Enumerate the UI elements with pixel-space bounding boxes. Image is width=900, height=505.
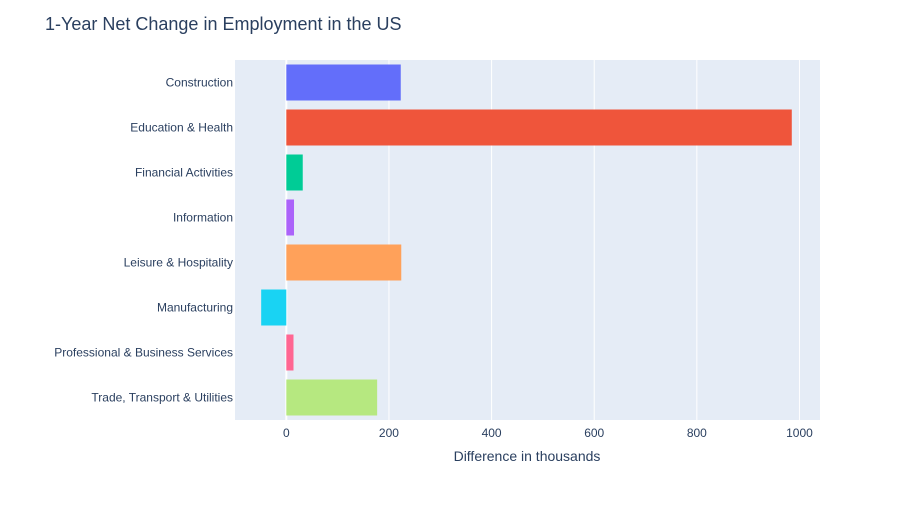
x-tick-label: 600: [584, 426, 604, 440]
x-tick-label: 800: [687, 426, 707, 440]
y-tick-label: Education & Health: [130, 121, 233, 135]
bars: [261, 64, 792, 416]
y-tick-label: Construction: [166, 76, 233, 90]
x-tick-label: 400: [482, 426, 502, 440]
bar-construction[interactable]: [286, 64, 401, 101]
y-tick-label: Financial Activities: [135, 166, 233, 180]
x-axis-title: Difference in thousands: [454, 448, 601, 464]
y-tick-label: Information: [173, 211, 233, 225]
y-tick-label: Leisure & Hospitality: [124, 256, 233, 270]
x-tick-label: 0: [283, 426, 290, 440]
bar-professional-business-services[interactable]: [286, 334, 294, 371]
bar-information[interactable]: [286, 199, 295, 236]
x-tick-label: 200: [379, 426, 399, 440]
bar-financial-activities[interactable]: [286, 154, 303, 191]
x-tick-label: 1000: [786, 426, 813, 440]
bar-trade-transport-utilities[interactable]: [286, 379, 378, 416]
bar-education-health[interactable]: [286, 109, 792, 146]
y-tick-label: Manufacturing: [157, 301, 233, 315]
y-tick-label: Trade, Transport & Utilities: [91, 391, 233, 405]
y-tick-label: Professional & Business Services: [54, 346, 233, 360]
chart-title: 1-Year Net Change in Employment in the U…: [45, 14, 402, 34]
bar-leisure-hospitality[interactable]: [286, 244, 402, 281]
bar-manufacturing[interactable]: [261, 289, 287, 326]
y-tick-labels: Construction Education & Health Financial …: [54, 76, 233, 405]
x-tick-labels: 0 200 400 600 800 1000: [283, 426, 813, 440]
